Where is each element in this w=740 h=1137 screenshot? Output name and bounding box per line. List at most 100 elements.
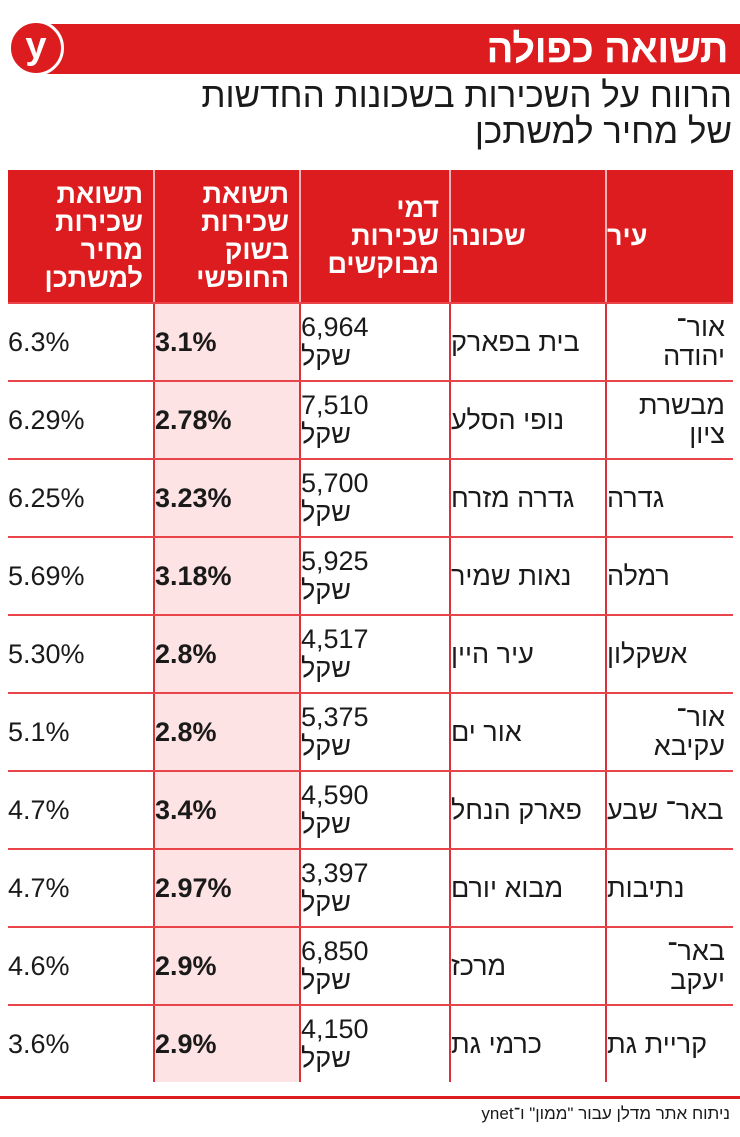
cell-city: באר־ שבע (605, 772, 733, 848)
cell-city: באר־ יעקב (605, 928, 733, 1004)
cell-target-price-yield: 4.7% (8, 850, 153, 926)
cell-target-price-yield: 6.3% (8, 304, 153, 380)
column-header-city: עיר (605, 170, 733, 302)
cell-city: מבשרת ציון (605, 382, 733, 458)
target-price-yield-value: 5.69% (8, 560, 85, 591)
rent-value: 7,510 (301, 390, 369, 420)
cell-free-market-yield: 3.4% (153, 772, 299, 848)
rent-value: 4,517 (301, 624, 369, 654)
rent-value: 5,700 (301, 468, 369, 498)
cell-neighborhood: מבוא יורם (449, 850, 605, 926)
cell-neighborhood: עיר היין (449, 616, 605, 692)
cell-rent: 7,510 שקל (299, 382, 449, 458)
cell-target-price-yield: 5.30% (8, 616, 153, 692)
cell-rent: 6,964 שקל (299, 304, 449, 380)
cell-city: אשקלון (605, 616, 733, 692)
free-market-yield-value: 3.1% (155, 326, 217, 357)
currency-label: שקל (301, 809, 351, 839)
table-row: אור־ יהודה בית בפארק 6,964 שקל 3.1% 6.3% (8, 302, 733, 380)
table-row: מבשרת ציון נופי הסלע 7,510 שקל 2.78% 6.29… (8, 380, 733, 458)
cell-free-market-yield: 3.1% (153, 304, 299, 380)
target-price-yield-value: 6.29% (8, 404, 85, 435)
cell-free-market-yield: 2.9% (153, 1006, 299, 1082)
cell-target-price-yield: 6.25% (8, 460, 153, 536)
cell-rent: 6,850 שקל (299, 928, 449, 1004)
table-row: רמלה נאות שמיר 5,925 שקל 3.18% 5.69% (8, 536, 733, 614)
rent-value: 3,397 (301, 858, 369, 888)
cell-rent: 3,397 שקל (299, 850, 449, 926)
rent-value: 6,964 (301, 312, 369, 342)
rent-value: 5,925 (301, 546, 369, 576)
cell-neighborhood: פארק הנחל (449, 772, 605, 848)
table-header-row: עיר שכונה דמי שכירות מבוקשים תשואת שכירו… (8, 170, 733, 302)
column-header-target-price-yield: תשואת שכירות מחיר למשתכן (44, 179, 143, 293)
cell-target-price-yield: 6.29% (8, 382, 153, 458)
currency-label: שקל (301, 887, 351, 917)
target-price-yield-value: 5.1% (8, 716, 70, 747)
cell-target-price-yield: 4.7% (8, 772, 153, 848)
cell-rent: 4,590 שקל (299, 772, 449, 848)
subtitle-line-1: הרווח על השכירות בשכונות החדשות (201, 76, 732, 115)
cell-free-market-yield: 2.8% (153, 616, 299, 692)
free-market-yield-value: 2.8% (155, 716, 217, 747)
cell-rent: 4,150 שקל (299, 1006, 449, 1082)
cell-neighborhood: כרמי גת (449, 1006, 605, 1082)
table-row: באר־ שבע פארק הנחל 4,590 שקל 3.4% 4.7% (8, 770, 733, 848)
column-header-rent: דמי שכירות מבוקשים (299, 170, 449, 302)
free-market-yield-value: 2.9% (155, 1028, 217, 1059)
table-row: קריית גת כרמי גת 4,150 שקל 2.9% 3.6% (8, 1004, 733, 1082)
cell-rent: 5,700 שקל (299, 460, 449, 536)
cell-neighborhood: בית בפארק (449, 304, 605, 380)
free-market-yield-value: 2.78% (155, 404, 232, 435)
target-price-yield-value: 4.7% (8, 872, 70, 903)
cell-city: גדרה (605, 460, 733, 536)
cell-rent: 5,925 שקל (299, 538, 449, 614)
free-market-yield-value: 3.23% (155, 482, 232, 513)
cell-target-price-yield: 5.69% (8, 538, 153, 614)
cell-target-price-yield: 3.6% (8, 1006, 153, 1082)
table-row: אור־ עקיבא אור ים 5,375 שקל 2.8% 5.1% (8, 692, 733, 770)
target-price-yield-value: 6.25% (8, 482, 85, 513)
cell-city: אור־ יהודה (605, 304, 733, 380)
currency-label: שקל (301, 1043, 351, 1073)
cell-free-market-yield: 2.78% (153, 382, 299, 458)
currency-label: שקל (301, 965, 351, 995)
target-price-yield-value: 6.3% (8, 326, 70, 357)
column-header-free-market-yield: תשואת שכירות בשוק החופשי (153, 170, 299, 302)
rent-value: 4,590 (301, 780, 369, 810)
currency-label: שקל (301, 497, 351, 527)
rent-value: 4,150 (301, 1014, 369, 1044)
target-price-yield-value: 3.6% (8, 1028, 70, 1059)
target-price-yield-value: 5.30% (8, 638, 85, 669)
cell-target-price-yield: 4.6% (8, 928, 153, 1004)
cell-neighborhood: אור ים (449, 694, 605, 770)
cell-free-market-yield: 2.8% (153, 694, 299, 770)
cell-target-price-yield: 5.1% (8, 694, 153, 770)
target-price-yield-value: 4.6% (8, 950, 70, 981)
cell-free-market-yield: 3.18% (153, 538, 299, 614)
free-market-yield-value: 3.18% (155, 560, 232, 591)
cell-city: נתיבות (605, 850, 733, 926)
rent-value: 6,850 (301, 936, 369, 966)
ynet-logo-icon: y (8, 20, 64, 76)
bottom-divider (0, 1096, 740, 1099)
cell-rent: 4,517 שקל (299, 616, 449, 692)
cell-free-market-yield: 3.23% (153, 460, 299, 536)
free-market-yield-value: 2.97% (155, 872, 232, 903)
cell-neighborhood: נאות שמיר (449, 538, 605, 614)
subtitle-line-2: של מחיר למשתכן (474, 112, 732, 151)
title-banner: תשואה כפולה (38, 24, 740, 74)
table-row: אשקלון עיר היין 4,517 שקל 2.8% 5.30% (8, 614, 733, 692)
cell-city: קריית גת (605, 1006, 733, 1082)
table-row: נתיבות מבוא יורם 3,397 שקל 2.97% 4.7% (8, 848, 733, 926)
subtitle: הרווח על השכירות בשכונות החדשות של מחיר … (12, 78, 732, 150)
cell-neighborhood: נופי הסלע (449, 382, 605, 458)
cell-neighborhood: גדרה מזרח (449, 460, 605, 536)
cell-free-market-yield: 2.9% (153, 928, 299, 1004)
cell-rent: 5,375 שקל (299, 694, 449, 770)
table-row: גדרה גדרה מזרח 5,700 שקל 3.23% 6.25% (8, 458, 733, 536)
cell-neighborhood: מרכז (449, 928, 605, 1004)
currency-label: שקל (301, 731, 351, 761)
logo-letter: y (25, 25, 47, 67)
free-market-yield-value: 2.8% (155, 638, 217, 669)
